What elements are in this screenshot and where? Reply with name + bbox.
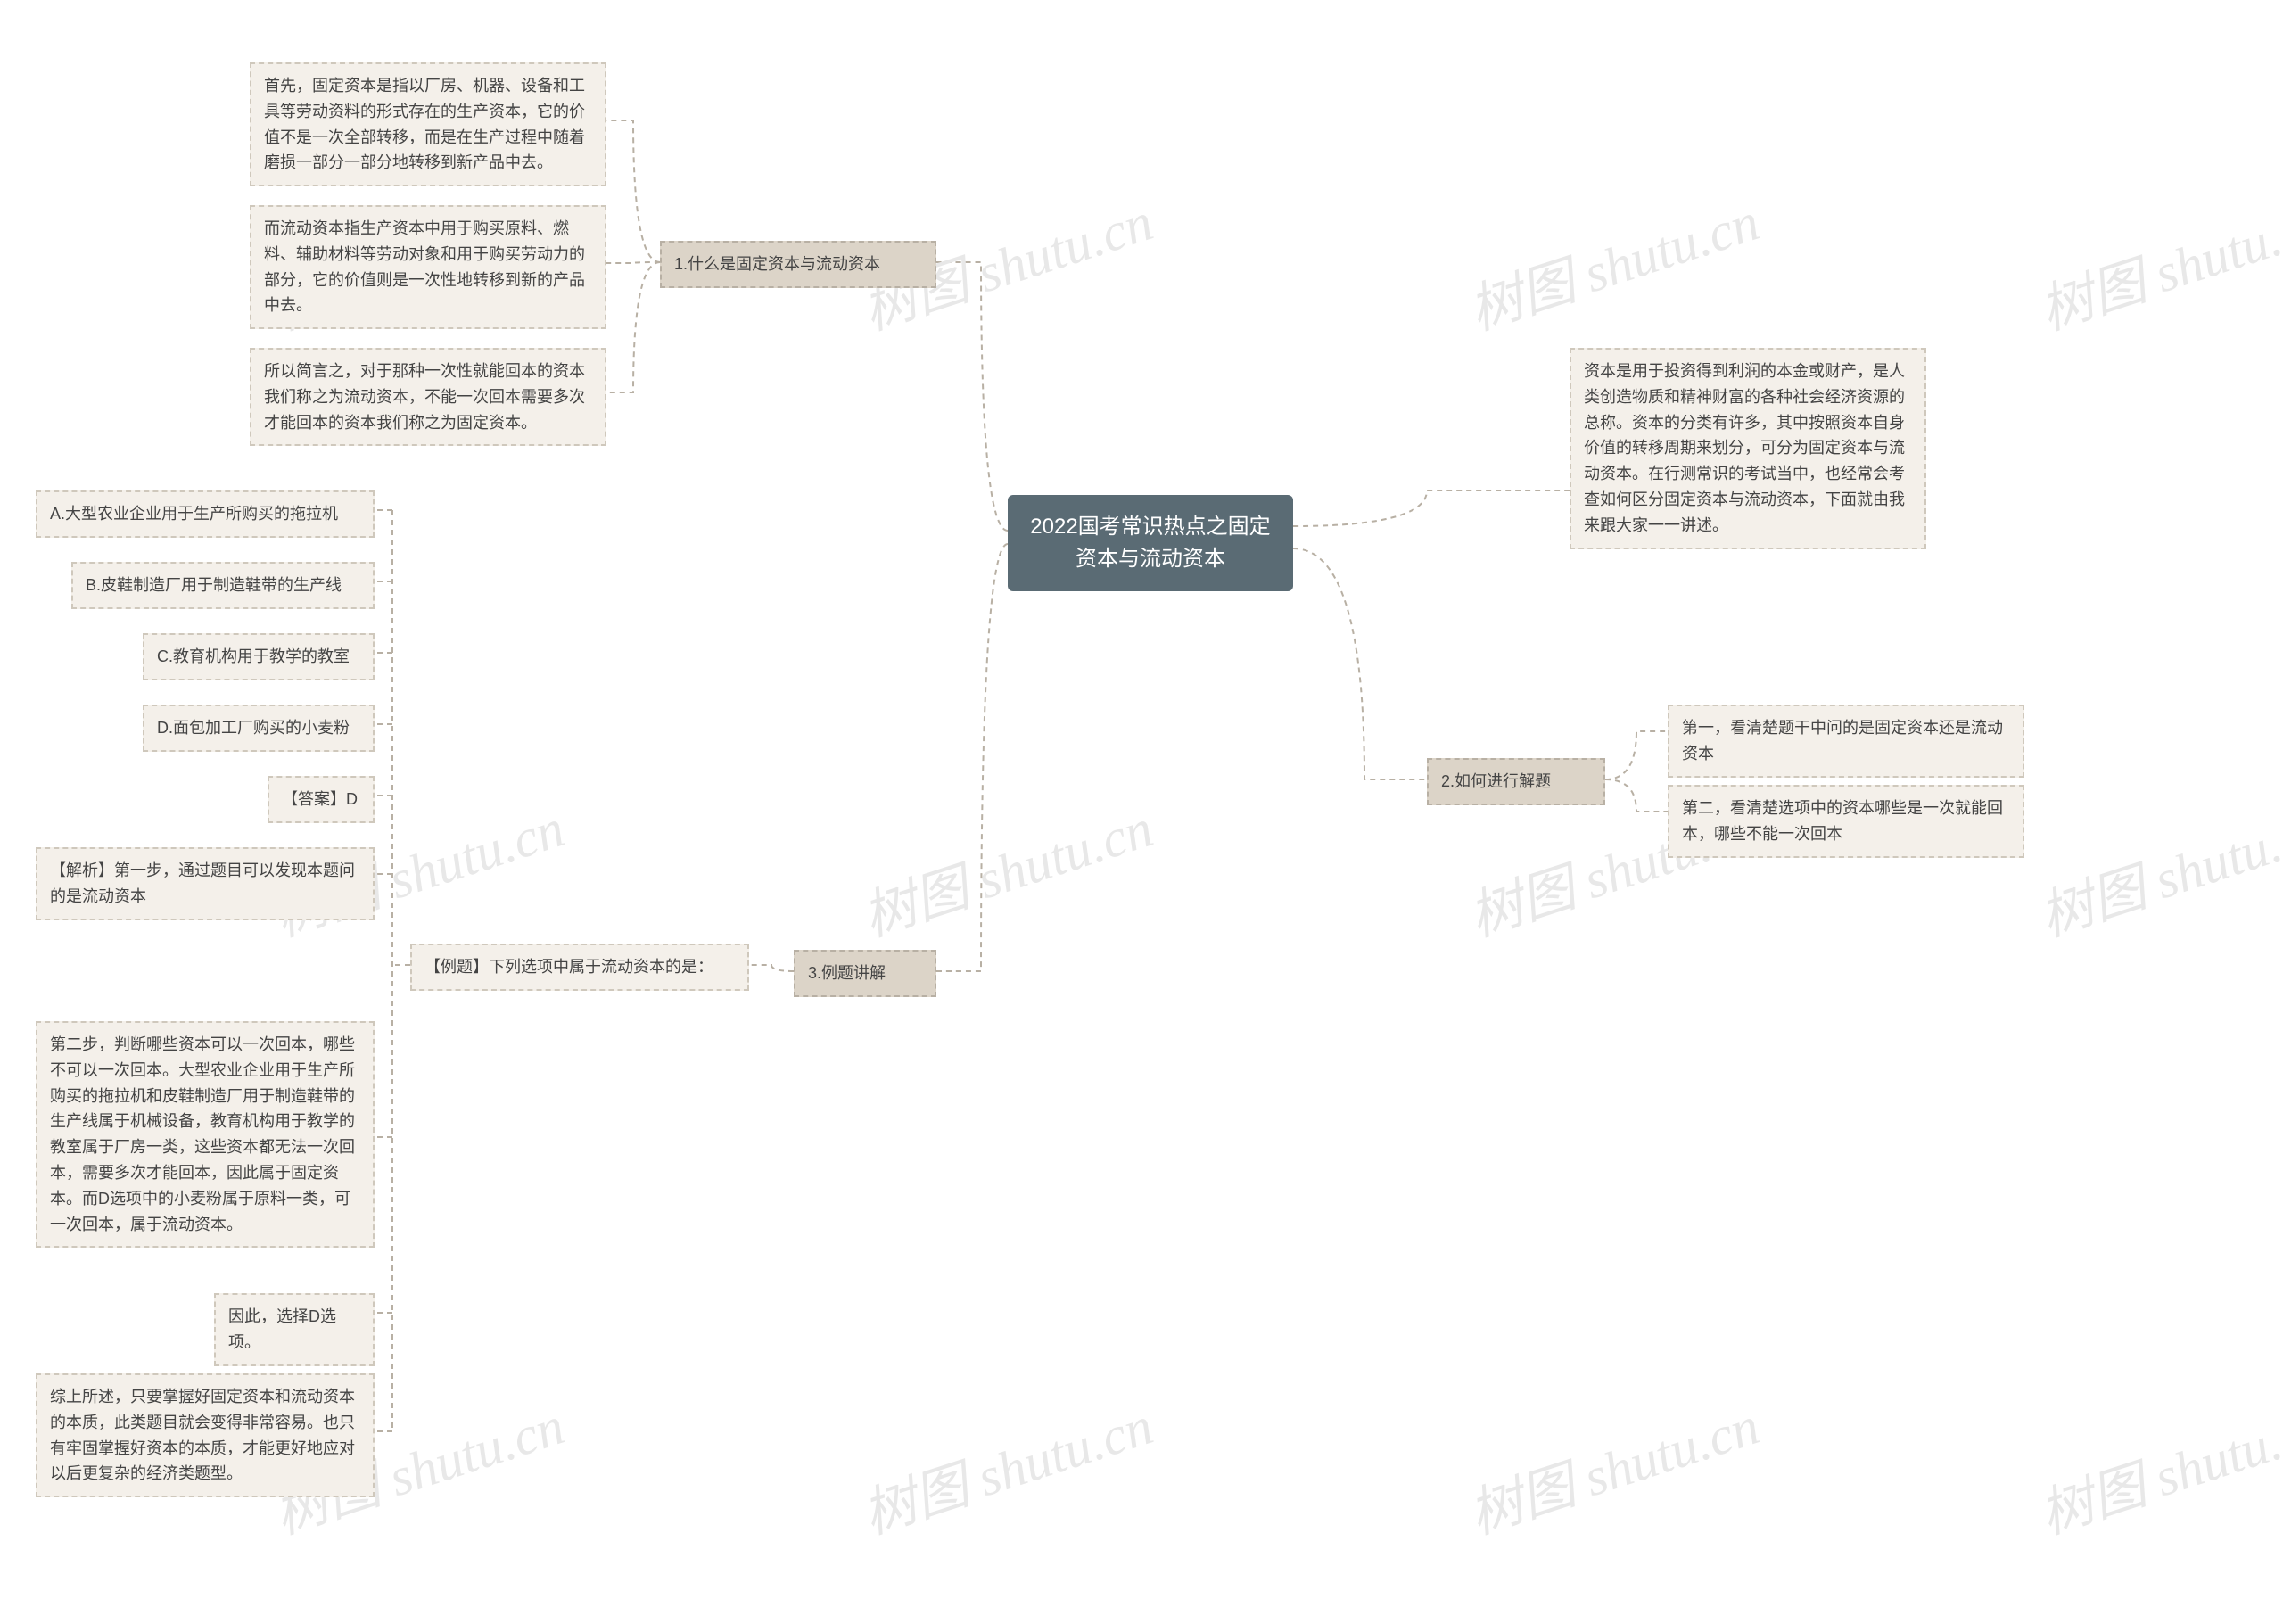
intro-node: 资本是用于投资得到利润的本金或财产，是人类创造物质和精神财富的各种社会经济资源的… <box>1570 348 1926 549</box>
opt-3: D.面包加工厂购买的小麦粉 <box>143 705 375 752</box>
opt-0: A.大型农业企业用于生产所购买的拖拉机 <box>36 490 375 538</box>
opt-5: 【解析】第一步，通过题目可以发现本题问的是流动资本 <box>36 847 375 920</box>
root-line2: 资本与流动资本 <box>1027 543 1273 575</box>
opt-4: 【答案】D <box>268 776 375 823</box>
branch3-question: 【例题】下列选项中属于流动资本的是： <box>410 944 749 991</box>
branch2-node: 2.如何进行解题 <box>1427 758 1605 805</box>
branch1-child-1: 而流动资本指生产资本中用于购买原料、燃料、辅助材料等劳动对象和用于购买劳动力的部… <box>250 205 606 329</box>
branch2-child-1: 第二，看清楚选项中的资本哪些是一次就能回本，哪些不能一次回本 <box>1668 785 2024 858</box>
branch2-child-0: 第一，看清楚题干中问的是固定资本还是流动资本 <box>1668 705 2024 778</box>
opt-7: 因此，选择D选项。 <box>214 1293 375 1366</box>
branch1-label: 1.什么是固定资本与流动资本 <box>674 255 880 273</box>
opt-1: B.皮鞋制造厂用于制造鞋带的生产线 <box>71 562 375 609</box>
branch3-label: 3.例题讲解 <box>808 964 886 982</box>
opt-6: 第二步，判断哪些资本可以一次回本，哪些不可以一次回本。大型农业企业用于生产所购买… <box>36 1021 375 1248</box>
branch2-label: 2.如何进行解题 <box>1441 772 1551 790</box>
intro-text: 资本是用于投资得到利润的本金或财产，是人类创造物质和精神财富的各种社会经济资源的… <box>1584 362 1905 534</box>
branch1-node: 1.什么是固定资本与流动资本 <box>660 241 936 288</box>
branch1-child-2: 所以简言之，对于那种一次性就能回本的资本我们称之为流动资本，不能一次回本需要多次… <box>250 348 606 446</box>
root-node: 2022国考常识热点之固定 资本与流动资本 <box>1008 495 1293 591</box>
branch3-node: 3.例题讲解 <box>794 950 936 997</box>
opt-2: C.教育机构用于教学的教室 <box>143 633 375 680</box>
opt-8: 综上所述，只要掌握好固定资本和流动资本的本质，此类题目就会变得非常容易。也只有牢… <box>36 1373 375 1497</box>
root-line1: 2022国考常识热点之固定 <box>1027 511 1273 543</box>
branch1-child-0: 首先，固定资本是指以厂房、机器、设备和工具等劳动资料的形式存在的生产资本，它的价… <box>250 62 606 186</box>
